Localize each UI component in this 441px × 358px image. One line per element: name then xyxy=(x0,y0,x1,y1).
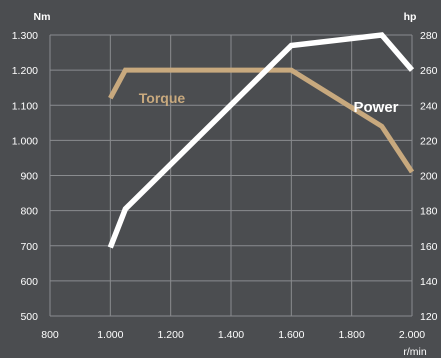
y-left-tick-label: 800 xyxy=(20,206,38,218)
y-left-tick-label: 900 xyxy=(20,171,38,183)
x-tick-label: 1.400 xyxy=(218,329,244,341)
x-tick-label: 2.000 xyxy=(399,329,425,341)
y-right-tick-label: 180 xyxy=(420,206,438,218)
y-right-tick-label: 240 xyxy=(420,100,438,112)
right-axis-unit: hp xyxy=(404,11,417,23)
x-tick-label: 1.600 xyxy=(278,329,304,341)
y-left-tick-label: 1.200 xyxy=(12,65,38,77)
y-right-tick-label: 160 xyxy=(420,241,438,253)
y-right-tick-label: 120 xyxy=(420,311,438,323)
y-left-tick-label: 600 xyxy=(20,276,38,288)
y-right-tick-label: 200 xyxy=(420,171,438,183)
y-right-tick-label: 220 xyxy=(420,135,438,147)
y-left-tick-label: 1.000 xyxy=(12,135,38,147)
y-right-tick-label: 280 xyxy=(420,30,438,42)
torque-series-label: Torque xyxy=(139,90,186,106)
x-tick-label: 1.000 xyxy=(97,329,123,341)
x-tick-label: 800 xyxy=(41,329,59,341)
y-left-tick-label: 500 xyxy=(20,311,38,323)
x-axis-label: r/min xyxy=(403,346,426,358)
y-left-tick-label: 1.100 xyxy=(12,100,38,112)
y-right-tick-label: 260 xyxy=(420,65,438,77)
x-tick-label: 1.800 xyxy=(339,329,365,341)
y-left-tick-label: 1.300 xyxy=(12,30,38,42)
left-axis-unit: Nm xyxy=(34,11,51,23)
power-series-label: Power xyxy=(353,99,398,116)
y-right-tick-label: 140 xyxy=(420,276,438,288)
x-tick-label: 1.200 xyxy=(158,329,184,341)
y-left-tick-label: 700 xyxy=(20,241,38,253)
